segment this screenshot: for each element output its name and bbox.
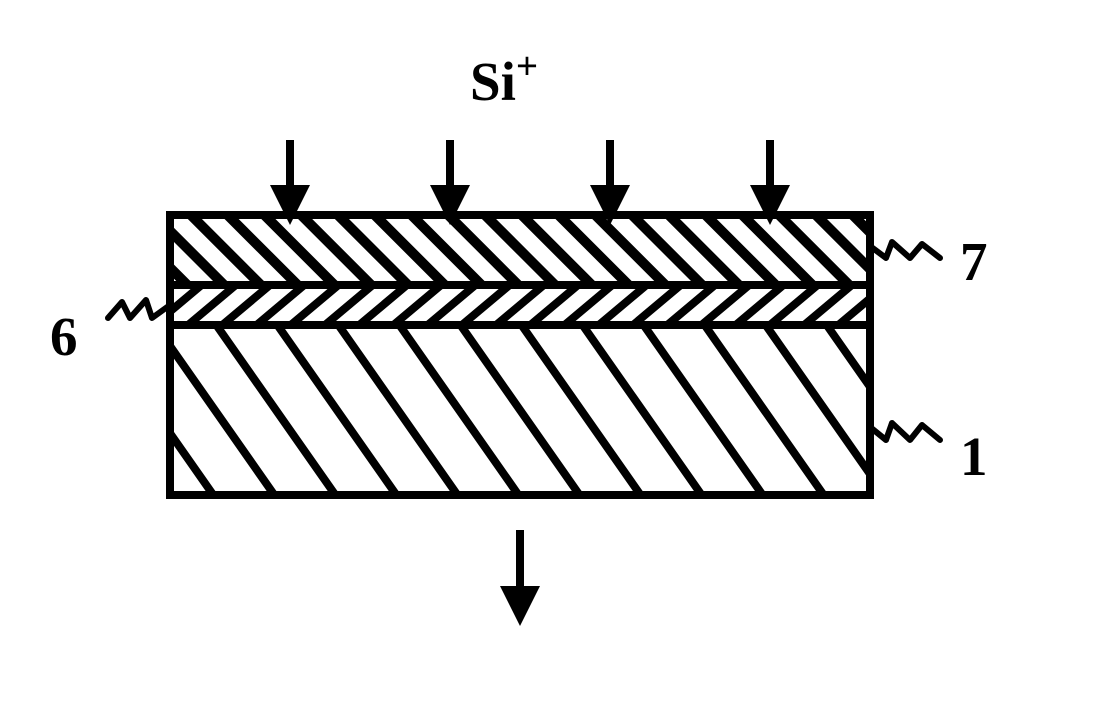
layer-6 bbox=[0, 0, 1101, 704]
diagram-canvas: Si+ 1 6 7 bbox=[0, 0, 1101, 704]
layer-7 bbox=[0, 0, 1101, 704]
ref-label-6: 6 bbox=[50, 306, 78, 367]
leader-1 bbox=[870, 423, 940, 440]
leader-7 bbox=[870, 242, 940, 258]
ref-label-1: 1 bbox=[960, 426, 988, 487]
layer-1 bbox=[0, 0, 1101, 704]
leader-6 bbox=[108, 300, 170, 318]
ref-label-7: 7 bbox=[960, 231, 988, 292]
ion-label: Si+ bbox=[470, 45, 538, 113]
